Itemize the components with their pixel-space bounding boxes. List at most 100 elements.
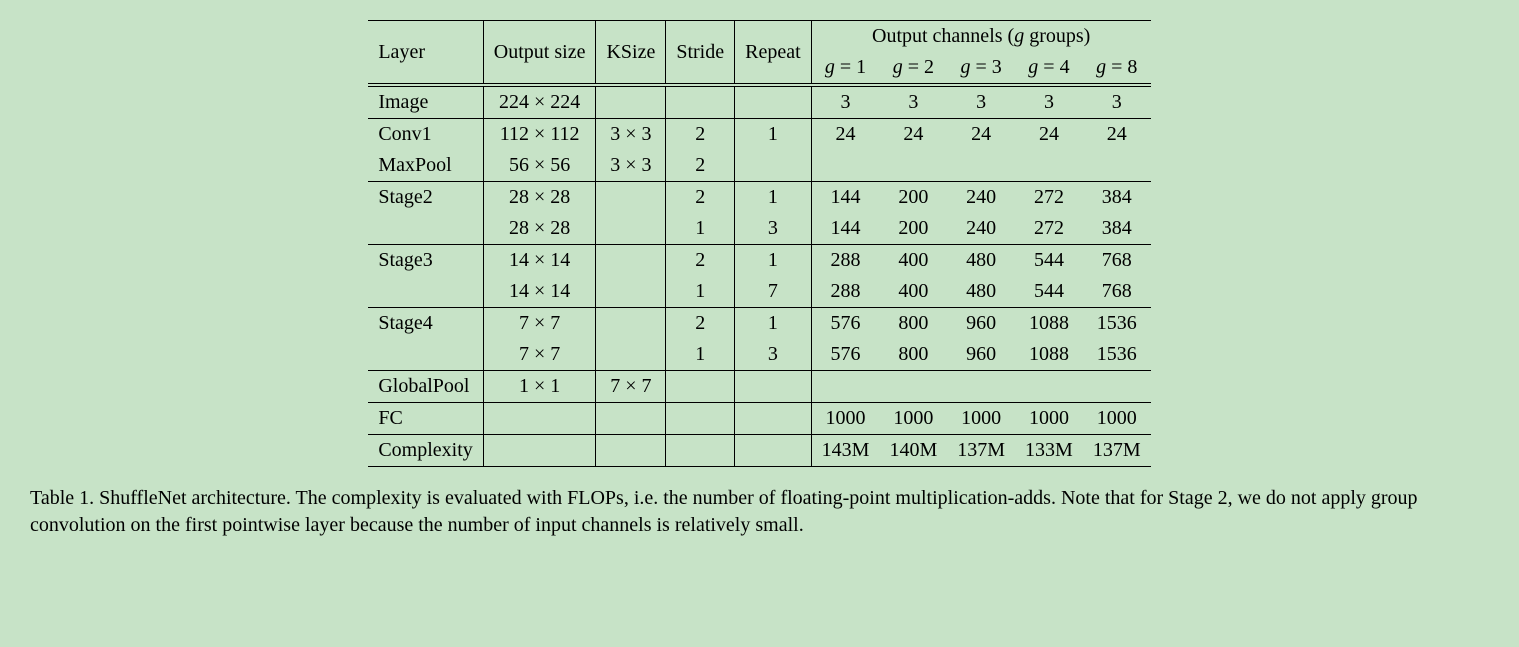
cell: 400: [879, 276, 947, 308]
cell: 800: [879, 308, 947, 340]
cell: 1000: [811, 403, 879, 435]
cell: 384: [1083, 182, 1151, 214]
cell: 3: [1083, 87, 1151, 119]
cell: 1: [735, 119, 812, 151]
cell: [368, 276, 483, 308]
cell: 28 × 28: [483, 213, 596, 245]
cell: 544: [1015, 245, 1083, 277]
cell: 1000: [1015, 403, 1083, 435]
cell: 1088: [1015, 339, 1083, 371]
cell: 28 × 28: [483, 182, 596, 214]
cell: 7 × 7: [483, 308, 596, 340]
cell: 1000: [879, 403, 947, 435]
cell: 200: [879, 182, 947, 214]
cell: [735, 371, 812, 403]
row-fc: FC 1000 1000 1000 1000 1000: [368, 403, 1150, 435]
cell: 960: [947, 308, 1015, 340]
cell: [596, 182, 666, 214]
cell: [596, 339, 666, 371]
cell: 240: [947, 213, 1015, 245]
cell: 140M: [879, 435, 947, 467]
cell: 3: [947, 87, 1015, 119]
row-stage3a: Stage3 14 × 14 2 1 288 400 480 544 768: [368, 245, 1150, 277]
cell: [483, 435, 596, 467]
cell: 960: [947, 339, 1015, 371]
cell: [879, 371, 947, 403]
row-globalpool: GlobalPool 1 × 1 7 × 7: [368, 371, 1150, 403]
cell: 7 × 7: [483, 339, 596, 371]
cell: 768: [1083, 245, 1151, 277]
cell: [596, 87, 666, 119]
cell: 2: [666, 245, 735, 277]
cell: [483, 403, 596, 435]
cell: [1015, 371, 1083, 403]
cell: 2: [666, 308, 735, 340]
col-g8: g = 8: [1083, 52, 1151, 84]
cell: 1: [666, 213, 735, 245]
cell: [1083, 371, 1151, 403]
header-row-1: Layer Output size KSize Stride Repeat Ou…: [368, 21, 1150, 53]
cell: [1015, 150, 1083, 182]
cell: 1: [735, 308, 812, 340]
row-stage2a: Stage2 28 × 28 2 1 144 200 240 272 384: [368, 182, 1150, 214]
cell: 3: [879, 87, 947, 119]
out-ch-g: g: [1014, 25, 1024, 47]
row-stage4a: Stage4 7 × 7 2 1 576 800 960 1088 1536: [368, 308, 1150, 340]
cell: FC: [368, 403, 483, 435]
cell: MaxPool: [368, 150, 483, 182]
cell: 1088: [1015, 308, 1083, 340]
cell: 2: [666, 150, 735, 182]
cell: Image: [368, 87, 483, 119]
cell: 272: [1015, 182, 1083, 214]
cell: 200: [879, 213, 947, 245]
cell: 24: [811, 119, 879, 151]
cell: 224 × 224: [483, 87, 596, 119]
col-stride: Stride: [666, 21, 735, 84]
cell: [879, 150, 947, 182]
cell: 24: [1015, 119, 1083, 151]
col-repeat: Repeat: [735, 21, 812, 84]
cell: [666, 403, 735, 435]
cell: [666, 371, 735, 403]
col-output-channels: Output channels (g groups): [811, 21, 1150, 53]
cell: 1000: [947, 403, 1015, 435]
cell: [368, 339, 483, 371]
cell: Stage4: [368, 308, 483, 340]
cell: 288: [811, 245, 879, 277]
cell: 14 × 14: [483, 245, 596, 277]
row-stage4b: 7 × 7 1 3 576 800 960 1088 1536: [368, 339, 1150, 371]
cell: 143M: [811, 435, 879, 467]
cell: 1000: [1083, 403, 1151, 435]
cell: 480: [947, 245, 1015, 277]
cell: 1 × 1: [483, 371, 596, 403]
cell: [735, 403, 812, 435]
cell: 480: [947, 276, 1015, 308]
cell: 1: [666, 339, 735, 371]
cell: 3: [735, 213, 812, 245]
cell: [1083, 150, 1151, 182]
cell: 272: [1015, 213, 1083, 245]
cell: [735, 150, 812, 182]
cell: 288: [811, 276, 879, 308]
cell: 144: [811, 213, 879, 245]
cell: Stage2: [368, 182, 483, 214]
out-ch-suffix: groups): [1024, 25, 1090, 47]
cell: [596, 245, 666, 277]
cell: [666, 87, 735, 119]
cell: 56 × 56: [483, 150, 596, 182]
out-ch-prefix: Output channels (: [872, 25, 1014, 47]
cell: 14 × 14: [483, 276, 596, 308]
cell: [735, 87, 812, 119]
cell: [596, 403, 666, 435]
col-g3: g = 3: [947, 52, 1015, 84]
table-caption: Table 1. ShuffleNet architecture. The co…: [30, 485, 1489, 539]
col-ksize: KSize: [596, 21, 666, 84]
row-stage3b: 14 × 14 1 7 288 400 480 544 768: [368, 276, 1150, 308]
cell: 576: [811, 308, 879, 340]
cell: [947, 150, 1015, 182]
row-maxpool: MaxPool 56 × 56 3 × 3 2: [368, 150, 1150, 182]
cell: [811, 150, 879, 182]
col-layer: Layer: [368, 21, 483, 84]
cell: [666, 435, 735, 467]
cell: [735, 435, 812, 467]
